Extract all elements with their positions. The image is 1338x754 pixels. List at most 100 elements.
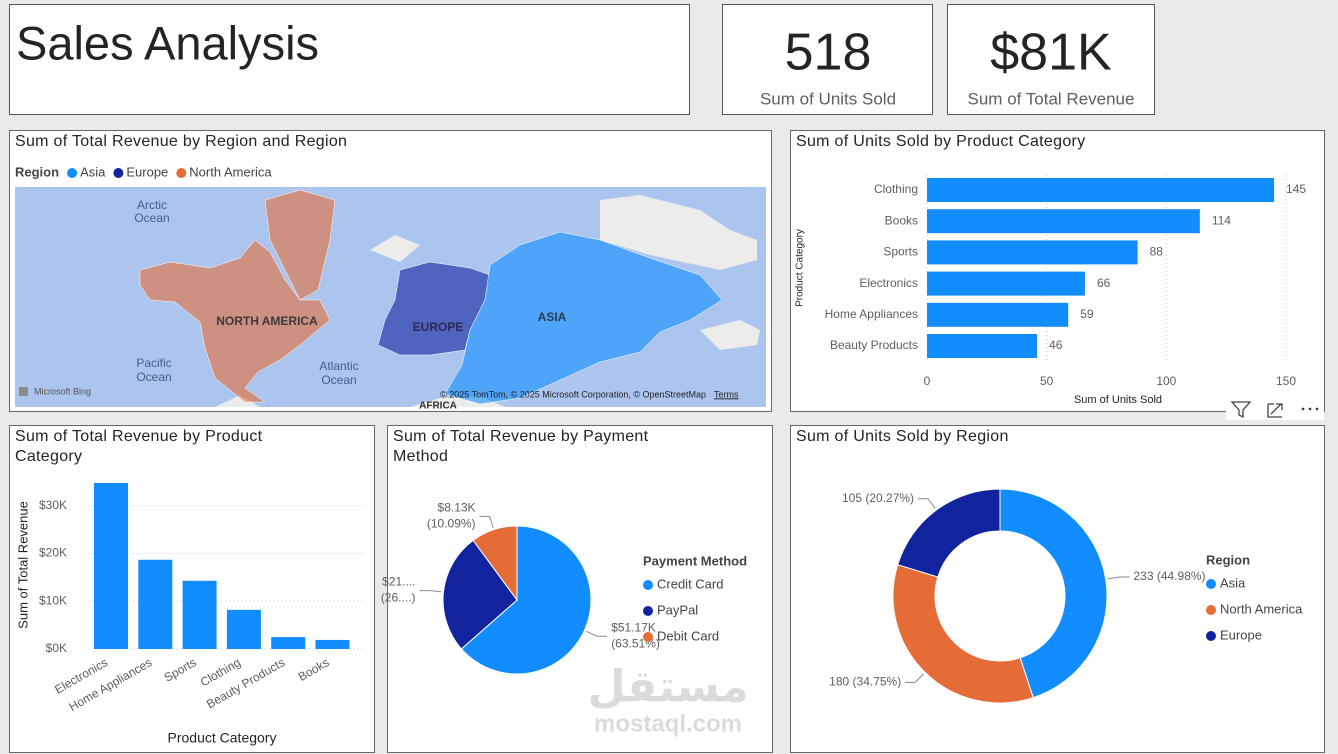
- bar: [927, 209, 1200, 234]
- legend-marker: [643, 606, 653, 616]
- bar: [315, 639, 350, 649]
- y-tick-label: Beauty Products: [830, 338, 918, 352]
- report-title: Sales Analysis: [16, 16, 319, 69]
- visual-title: Sum of Units Sold by Product Category: [796, 133, 1086, 150]
- leader-line: [905, 673, 924, 683]
- map-label: Atlantic: [319, 359, 358, 373]
- legend-label: Debit Card: [657, 628, 719, 643]
- legend-label: Asia: [80, 164, 106, 179]
- y-tick-label: Sports: [883, 245, 918, 259]
- leader-line: [1107, 576, 1130, 580]
- legend-marker: [113, 168, 124, 178]
- data-label: 180 (34.75%): [829, 675, 901, 689]
- y-tick-label: Clothing: [874, 182, 918, 196]
- y-tick-label: Home Appliances: [825, 307, 918, 321]
- legend-label: Europe: [1220, 627, 1262, 642]
- bar: [927, 302, 1069, 327]
- x-tick-label: 0: [924, 374, 931, 388]
- x-tick-label: 150: [1276, 374, 1296, 388]
- legend-marker: [1206, 631, 1216, 641]
- map-label: ASIA: [538, 310, 567, 324]
- bar: [927, 334, 1038, 358]
- dot: [1308, 407, 1312, 411]
- map-labels: Arctic Ocean NORTH AMERICA EUROPE ASIA P…: [34, 198, 739, 411]
- legend-label: Credit Card: [657, 576, 723, 591]
- map-attribution: © 2025 TomTom, © 2025 Microsoft Corporat…: [440, 389, 706, 399]
- map-region: [264, 189, 336, 301]
- visual-title: Sum of Total Revenue by Product Category: [15, 428, 263, 465]
- map-land: [600, 195, 757, 270]
- legend-label: PayPal: [657, 602, 698, 617]
- leader-line: [419, 590, 442, 593]
- leader-line: [586, 630, 608, 637]
- visual-title: Sum of Total Revenue by Region and Regio…: [15, 133, 348, 150]
- bar: [271, 637, 306, 649]
- data-label: 145: [1286, 182, 1306, 196]
- legend-marker: [643, 580, 653, 590]
- kpi-value: $81K: [990, 24, 1112, 82]
- slice: [460, 525, 592, 675]
- legend-marker: [176, 168, 187, 178]
- visual-frame: [790, 130, 1325, 412]
- data-label: (10.09%): [427, 517, 476, 531]
- data-label: $8.13K: [438, 501, 476, 515]
- x-tick-label: 100: [1156, 374, 1176, 388]
- legend-marker: [643, 632, 653, 642]
- y-tick-label: $20K: [39, 546, 67, 560]
- legend-marker: [67, 168, 78, 178]
- watermark: mostaql.com: [594, 710, 742, 737]
- legend-label: North America: [1220, 601, 1303, 616]
- focus-icon[interactable]: [1267, 403, 1283, 418]
- map-land: [700, 320, 760, 350]
- visual-title-box: Sum of Units Sold by Region: [796, 428, 1009, 445]
- map-label: Ocean: [134, 211, 169, 225]
- legend-label: Asia: [1220, 575, 1246, 590]
- bar: [927, 178, 1275, 202]
- slice: [897, 488, 1001, 578]
- data-label: 46: [1049, 338, 1063, 352]
- filter-icon[interactable]: [1230, 401, 1252, 419]
- map-label: Ocean: [136, 370, 171, 384]
- dot: [1301, 407, 1305, 411]
- data-label: 88: [1150, 245, 1164, 259]
- visual-title: Sum of Total Revenue by Payment Method: [393, 428, 649, 465]
- legend-title: Payment Method: [643, 553, 747, 568]
- map-label: Arctic: [137, 198, 167, 212]
- more-icon[interactable]: [1301, 407, 1319, 411]
- data-label: $51.17K: [611, 620, 656, 634]
- dot: [1315, 407, 1319, 411]
- visual-toolbar: [1226, 398, 1324, 420]
- visual-title-box: Sum of Units Sold by Product Category: [796, 133, 1086, 150]
- visual-frame: [790, 425, 1325, 753]
- y-axis-title: Product Category: [795, 229, 806, 307]
- x-tick-label: 50: [1040, 374, 1054, 388]
- bar: [927, 240, 1138, 265]
- visual-title-box: Sum of Total Revenue by Payment Method: [393, 428, 649, 465]
- data-label: 114: [1212, 213, 1231, 227]
- data-label: (26....): [381, 591, 416, 605]
- y-tick-label: $0K: [46, 641, 67, 655]
- bar: [927, 271, 1085, 296]
- map-provider: Microsoft Bing: [34, 386, 91, 396]
- map-label: NORTH AMERICA: [216, 314, 318, 328]
- y-tick-label: $30K: [39, 498, 67, 512]
- visual-title: Sum of Units Sold by Region: [796, 428, 1009, 445]
- map-label: AFRICA: [419, 401, 457, 412]
- map-terms[interactable]: Terms: [714, 389, 739, 399]
- map-region: [444, 231, 723, 405]
- legend-title: Region: [1206, 552, 1250, 567]
- watermark: مستقل: [588, 663, 749, 712]
- x-axis-title: Sum of Units Sold: [1074, 394, 1162, 406]
- map-label: Pacific: [136, 356, 171, 370]
- slice: [892, 564, 1034, 704]
- title-card: [9, 4, 690, 115]
- slice: [442, 539, 518, 650]
- visual-title-box: Sum of Total Revenue by Region and Regio…: [15, 133, 348, 150]
- map-region: [139, 239, 331, 403]
- kpi-label: Sum of Total Revenue: [968, 89, 1135, 108]
- leader-line: [479, 515, 494, 528]
- toolbar-bg: [1226, 398, 1324, 420]
- y-axis-title: Sum of Total Revenue: [15, 501, 30, 629]
